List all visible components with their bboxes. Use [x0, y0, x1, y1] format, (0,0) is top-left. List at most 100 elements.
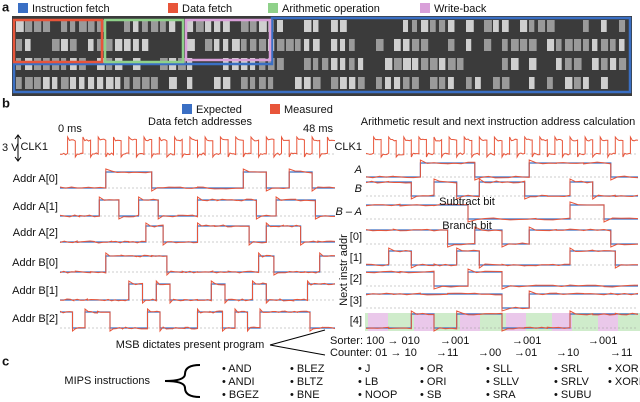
- chip-cell: [322, 58, 329, 70]
- chip-cell: [142, 77, 150, 89]
- chip-cell: [547, 39, 555, 51]
- chip-cell: [106, 39, 113, 51]
- legend-label: Expected: [196, 104, 242, 116]
- time-label: 0 ms: [58, 123, 82, 135]
- chip-cell: [412, 77, 419, 89]
- chip-cell: [493, 20, 499, 32]
- instruction: • BLTZ: [290, 376, 323, 388]
- chip-cell: [214, 20, 221, 32]
- chip-cell: [412, 20, 418, 32]
- legend-swatch: [268, 3, 278, 13]
- chip-cell: [619, 39, 625, 51]
- measured-trace: [59, 307, 336, 333]
- chip-cell: [511, 39, 519, 51]
- chip-cell: [196, 20, 204, 32]
- chip-cell: [16, 39, 23, 51]
- sorter-label: →001: [440, 335, 469, 347]
- measured-trace: [365, 178, 639, 200]
- expected-trace: [60, 171, 335, 189]
- instruction: • BLEZ: [290, 363, 325, 375]
- chip-cell: [565, 58, 572, 70]
- measured-trace: [59, 221, 336, 247]
- chip-cell: [151, 20, 159, 32]
- chip-cell: [376, 39, 384, 51]
- chip-cell: [547, 77, 553, 89]
- chip-cell: [331, 58, 338, 70]
- chip-cell: [619, 58, 627, 70]
- chip-cell: [61, 20, 68, 32]
- instruction: • J: [358, 363, 370, 375]
- chip-cell: [412, 58, 419, 70]
- waveform: [59, 135, 336, 159]
- waveform: [365, 310, 639, 332]
- chip-cell: [601, 58, 608, 70]
- row-label: CLK1: [334, 141, 362, 153]
- chip-cell: [97, 77, 104, 89]
- chip-cell: [592, 39, 598, 51]
- waveform: [59, 307, 336, 333]
- region-box: [184, 18, 272, 62]
- waveform: [365, 247, 638, 269]
- chip-cell: [331, 77, 339, 89]
- row-label: A: [354, 164, 362, 176]
- chip-cell: [592, 58, 599, 70]
- chip-cell: [25, 20, 33, 32]
- chip-cell: [448, 58, 456, 70]
- chip-cell: [250, 77, 256, 89]
- chip-cell: [331, 39, 338, 51]
- chip-cell: [421, 20, 429, 32]
- expected-trace: [366, 162, 638, 178]
- chip-cell: [214, 77, 221, 89]
- waveform: [365, 201, 639, 223]
- chip-cell: [430, 77, 438, 89]
- sorter-label: Sorter: 100 → 010: [330, 335, 420, 347]
- chip-cell: [394, 77, 401, 89]
- chip-cell: [106, 77, 114, 89]
- waveform: [59, 221, 336, 247]
- waveform: [365, 178, 639, 200]
- chip-cell: [565, 77, 573, 89]
- chip-cell: [79, 20, 87, 32]
- chip-cell: [601, 39, 609, 51]
- chip-cell: [304, 77, 311, 89]
- expected-trace: [366, 181, 638, 197]
- chip-cell: [313, 20, 319, 32]
- brace: [164, 364, 201, 398]
- chip-cell: [70, 77, 77, 89]
- chip-cell: [412, 39, 420, 51]
- chip-cell: [142, 39, 149, 51]
- chip-cell: [349, 58, 355, 70]
- chip-cell: [61, 77, 69, 89]
- chip-cell: [466, 39, 472, 51]
- panel-label: a: [2, 0, 10, 14]
- chip-cell: [457, 58, 464, 70]
- chip-cell: [529, 20, 535, 32]
- waveform: [365, 226, 639, 248]
- chip-cell: [520, 39, 528, 51]
- annotation: Subtract bit: [439, 196, 495, 208]
- chip-cell: [187, 39, 195, 51]
- instruction: • OR: [420, 363, 443, 375]
- chip-cell: [124, 20, 131, 32]
- region-box: [103, 18, 185, 64]
- legend-swatch: [182, 104, 192, 114]
- instruction: • AND: [222, 363, 252, 375]
- chip-cell: [601, 20, 607, 32]
- chip-cell: [97, 20, 104, 32]
- instruction: • SB: [420, 389, 442, 401]
- chip-cell: [430, 58, 438, 70]
- chip-cell: [340, 58, 346, 70]
- chip-cell: [169, 20, 176, 32]
- band: [460, 313, 480, 331]
- chip-cell: [529, 58, 537, 70]
- chip-cell: [448, 77, 454, 89]
- legend-label: Write-back: [434, 3, 487, 15]
- chip-cell: [313, 58, 319, 70]
- chip-cell: [205, 20, 212, 32]
- chip-cell: [241, 20, 249, 32]
- waveform: [59, 196, 336, 220]
- chip-cell: [52, 39, 60, 51]
- chip-cell: [331, 20, 338, 32]
- chip-cell: [430, 20, 436, 32]
